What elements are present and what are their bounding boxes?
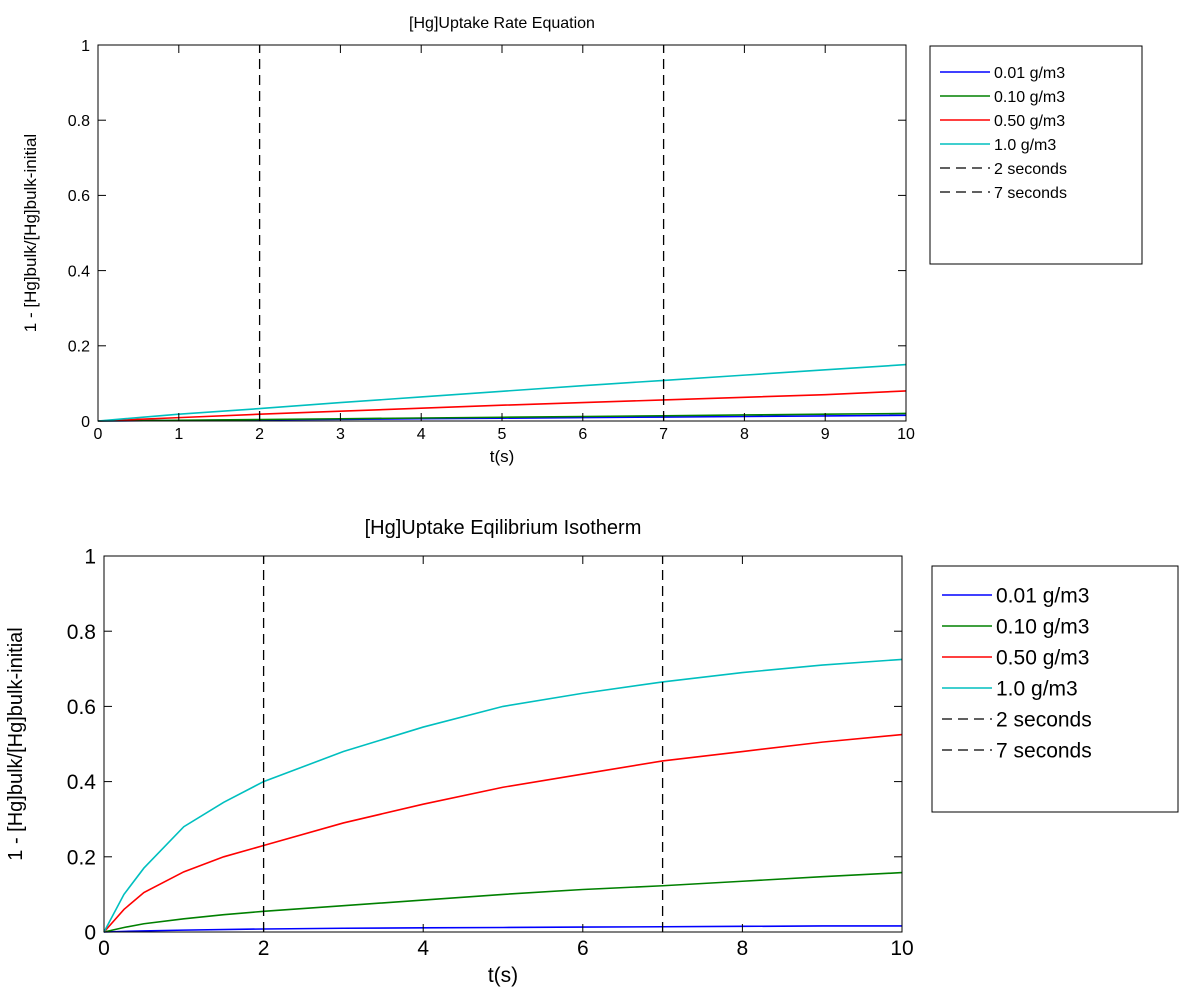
series-group	[103, 556, 903, 933]
legend-entry-label: 7 seconds	[994, 185, 1067, 202]
x-tick-label: 6	[578, 426, 587, 443]
y-tick-label: 0	[81, 414, 90, 431]
chart-1: [Hg]Uptake Rate Equation 0 1 2 3 4 5 6 7 8 9 10 0 0.2…	[21, 15, 1143, 466]
y-tick-label: 0.4	[68, 263, 90, 280]
x-tick-label: 3	[336, 426, 345, 443]
legend-entry-label: 0.01 g/m3	[996, 585, 1089, 608]
y-tick-label: 0.2	[67, 846, 96, 869]
x-tick-label: 8	[737, 937, 749, 960]
legend-box	[931, 565, 1179, 813]
x-tick-label: 10	[897, 426, 915, 443]
x-tick-label: 0	[94, 426, 103, 443]
x-tick-label: 9	[821, 426, 830, 443]
x-axis-label: t(s)	[490, 447, 515, 466]
y-tick-label: 0.4	[67, 771, 97, 794]
x-tick-label: 1	[174, 426, 183, 443]
y-tick-label: 0.8	[67, 621, 96, 644]
legend-entry-label: 2 seconds	[994, 161, 1067, 178]
y-tick-label: 0.8	[68, 113, 90, 130]
series-line-1-0-g-m3	[97, 363, 907, 422]
y-tick-label: 1	[84, 546, 96, 569]
series-line-0-01-g-m3	[103, 925, 902, 933]
chart-2: [Hg]Uptake Eqilibrium Isotherm 0 2 4 6 8 10 0 0.…	[5, 517, 1179, 987]
y-tick-label: 0.6	[67, 696, 96, 719]
x-axis-label: t(s)	[488, 964, 518, 987]
series-group	[97, 45, 907, 422]
legend-entry-label: 0.50 g/m3	[996, 647, 1089, 670]
x-tick-label: 0	[98, 937, 110, 960]
y-tick-label: 1	[81, 38, 90, 55]
y-axis-label: 1 - [Hg]bulk/[Hg]bulk-initial	[21, 134, 40, 332]
y-axis-label: 1 - [Hg]bulk/[Hg]bulk-initial	[5, 627, 27, 860]
legend-entry-label: 0.01 g/m3	[994, 65, 1065, 82]
legend-entry-label: 0.10 g/m3	[996, 616, 1089, 639]
series-line-0-50-g-m3	[97, 390, 907, 422]
series-line-0-50-g-m3	[103, 733, 903, 933]
y-tick-label: 0.2	[68, 339, 90, 356]
x-tick-label: 5	[498, 426, 507, 443]
legend: 0.01 g/m3 0.10 g/m3 0.50 g/m3 1.0 g/m3 2 sec…	[931, 565, 1179, 813]
legend-entry-label: 0.10 g/m3	[994, 89, 1065, 106]
y-tick-label: 0.6	[68, 188, 90, 205]
x-tick-label: 8	[740, 426, 749, 443]
x-tick-label: 2	[258, 937, 270, 960]
x-tick-label: 4	[417, 937, 429, 960]
x-tick-label: 4	[417, 426, 426, 443]
chart-title: [Hg]Uptake Eqilibrium Isotherm	[365, 517, 642, 539]
plot-area-frame	[97, 44, 907, 422]
legend-entry-label: 1.0 g/m3	[996, 678, 1078, 701]
x-tick-label: 2	[255, 426, 264, 443]
legend: 0.01 g/m3 0.10 g/m3 0.50 g/m3 1.0 g/m3 2 sec…	[929, 45, 1143, 265]
legend-box	[929, 45, 1143, 265]
legend-entry-label: 2 seconds	[996, 709, 1092, 732]
series-line-0-10-g-m3	[103, 871, 903, 933]
x-tick-label: 6	[577, 937, 589, 960]
legend-entry-label: 1.0 g/m3	[994, 137, 1056, 154]
plot-area-frame	[103, 555, 903, 933]
x-tick-label: 10	[890, 937, 913, 960]
x-tick-label: 7	[659, 426, 668, 443]
series-line-1-0-g-m3	[103, 658, 903, 933]
legend-entry-label: 7 seconds	[996, 740, 1092, 763]
y-tick-label: 0	[84, 922, 96, 945]
legend-entry-label: 0.50 g/m3	[994, 113, 1065, 130]
chart-title: [Hg]Uptake Rate Equation	[409, 15, 595, 32]
